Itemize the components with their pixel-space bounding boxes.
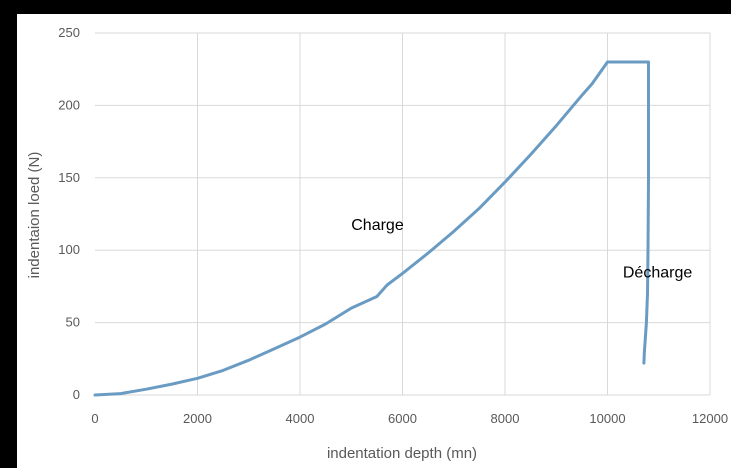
y-tick-label: 150	[58, 170, 80, 185]
x-tick-label: 6000	[388, 411, 417, 426]
y-tick-label: 200	[58, 97, 80, 112]
x-tick-label: 2000	[183, 411, 212, 426]
y-axis-title: indentaion loed (N)	[26, 152, 43, 279]
x-tick-label: 8000	[491, 411, 520, 426]
y-tick-label: 50	[66, 315, 80, 330]
gridlines	[95, 32, 711, 396]
x-tick-label: 10000	[589, 411, 625, 426]
x-tick-label: 0	[91, 411, 98, 426]
series-line	[93, 60, 650, 397]
y-tick-labels: 0 50 100 150 200 250	[58, 25, 80, 402]
y-tick-label: 100	[58, 242, 80, 257]
x-tick-labels: 0 2000 4000 6000 8000 10000 12000	[91, 411, 728, 426]
series-group	[93, 60, 650, 397]
x-tick-label: 12000	[692, 411, 728, 426]
annotations: Charge Décharge	[351, 217, 692, 282]
y-tick-label: 250	[58, 25, 80, 40]
x-axis-title: indentation depth (mn)	[327, 445, 477, 462]
annotation-label: Décharge	[623, 265, 692, 282]
x-tick-label: 4000	[286, 411, 315, 426]
y-tick-label: 0	[73, 387, 80, 402]
annotation-label: Charge	[351, 217, 404, 234]
